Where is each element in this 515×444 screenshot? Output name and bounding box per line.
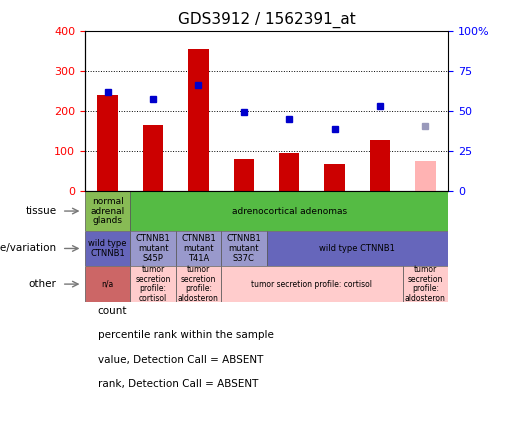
Bar [143,125,163,191]
Text: tumor
secretion
profile:
cortisol: tumor secretion profile: cortisol [135,265,171,303]
Bar [85,266,130,302]
Bar [130,191,448,230]
Bar [234,159,254,191]
Text: tumor
secretion
profile:
aldosteron: tumor secretion profile: aldosteron [405,265,446,303]
Text: normal
adrenal
glands: normal adrenal glands [91,197,125,225]
Bar [221,230,267,266]
Text: tissue: tissue [26,206,57,216]
Bar [403,266,448,302]
Text: n/a: n/a [101,280,114,289]
Text: other: other [29,279,57,289]
Text: count: count [98,306,127,316]
Text: CTNNB1
mutant
T41A: CTNNB1 mutant T41A [181,234,216,263]
Text: value, Detection Call = ABSENT: value, Detection Call = ABSENT [98,355,263,365]
Bar [188,49,209,191]
Text: CTNNB1
mutant
S37C: CTNNB1 mutant S37C [227,234,261,263]
Bar [176,230,221,266]
Bar [130,266,176,302]
Bar [130,230,176,266]
Text: tumor secretion profile: cortisol: tumor secretion profile: cortisol [251,280,372,289]
Bar [415,161,436,191]
Text: CTNNB1
mutant
S45P: CTNNB1 mutant S45P [135,234,170,263]
Text: tumor
secretion
profile:
aldosteron: tumor secretion profile: aldosteron [178,265,219,303]
Bar [176,266,221,302]
Bar [85,230,130,266]
Bar [370,140,390,191]
Bar [85,191,130,230]
Bar [267,230,448,266]
Text: wild type CTNNB1: wild type CTNNB1 [319,244,395,253]
Text: rank, Detection Call = ABSENT: rank, Detection Call = ABSENT [98,379,258,389]
Title: GDS3912 / 1562391_at: GDS3912 / 1562391_at [178,12,355,28]
Bar [324,164,345,191]
Bar [279,153,299,191]
Text: genotype/variation: genotype/variation [0,243,57,254]
Bar [221,266,403,302]
Text: wild type
CTNNB1: wild type CTNNB1 [89,239,127,258]
Text: adrenocortical adenomas: adrenocortical adenomas [232,206,347,215]
Text: percentile rank within the sample: percentile rank within the sample [98,330,274,340]
Bar [97,95,118,191]
